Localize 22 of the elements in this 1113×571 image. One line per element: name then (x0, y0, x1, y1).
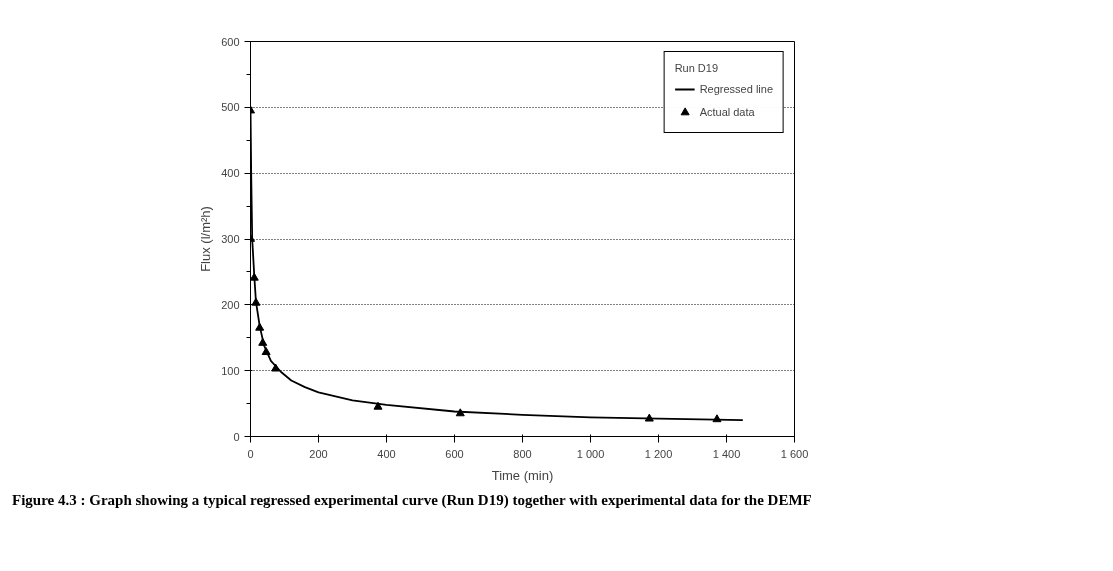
x-tick-label: 1 400 (712, 447, 741, 460)
x-tick-label: 1 200 (644, 447, 673, 460)
x-axis-title: Time (min) (491, 467, 554, 483)
x-tick-label: 1 600 (780, 447, 809, 460)
x-tick-label: 600 (445, 447, 464, 460)
legend-label: Regressed line (699, 83, 773, 95)
y-axis-title: Flux (l/m²h) (198, 206, 214, 272)
y-tick-label: 0 (233, 430, 240, 443)
y-tick-label: 600 (221, 35, 240, 48)
x-tick-label: 200 (309, 447, 328, 460)
y-tick-label: 300 (221, 233, 240, 245)
y-tick-label: 100 (221, 364, 240, 377)
caption: Figure 4.3 : Graph showing a typical regressed experimental curve (Run D19) together with experimental data for the DEMF (12, 491, 812, 510)
y-tick-label: 500 (221, 101, 240, 114)
legend-title: Run D19 (674, 62, 720, 74)
y-tick-label: 400 (221, 167, 240, 180)
x-tick-label: 400 (377, 447, 396, 460)
x-tick-label: 800 (513, 447, 532, 460)
x-tick-label: 0 (247, 447, 254, 460)
x-tick-label: 1 000 (576, 447, 605, 460)
y-tick-label: 200 (221, 298, 240, 311)
legend-label: Actual data (699, 106, 755, 118)
